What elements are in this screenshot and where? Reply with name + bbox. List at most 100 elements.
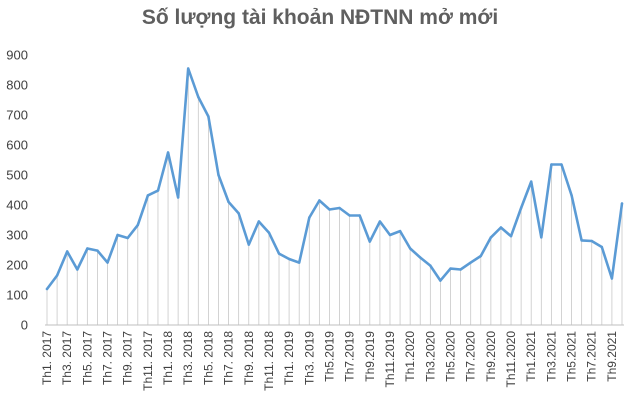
y-tick-label: 100 xyxy=(6,288,28,303)
data-point xyxy=(590,239,593,243)
data-point xyxy=(55,274,59,277)
x-tick-label: Th11.2019 xyxy=(383,331,397,388)
x-tick-label: Th9.2019 xyxy=(363,331,377,382)
data-point xyxy=(96,249,99,252)
x-tick-label: Th1. 2018 xyxy=(161,331,175,385)
data-point xyxy=(267,231,271,234)
x-tick-label: Th7. 2018 xyxy=(222,331,236,385)
data-point xyxy=(610,277,614,280)
data-point xyxy=(540,236,543,239)
data-point xyxy=(519,206,523,210)
x-tick-label: Th9.2021 xyxy=(605,331,619,382)
data-point xyxy=(146,194,150,197)
y-tick-label: 800 xyxy=(6,78,28,93)
data-point xyxy=(509,235,513,238)
data-point xyxy=(247,243,250,246)
x-tick-label: Th11. 2018 xyxy=(262,331,276,391)
y-tick-label: 200 xyxy=(6,258,28,273)
data-point xyxy=(368,240,372,243)
data-point xyxy=(530,180,533,183)
data-point xyxy=(166,151,170,154)
data-point xyxy=(398,229,402,233)
data-point xyxy=(257,220,261,223)
data-point xyxy=(126,236,129,240)
x-tick-label: Th5. 2017 xyxy=(80,331,94,385)
x-tick-label: Th3. 2018 xyxy=(181,331,195,385)
x-tick-label: Th5. 2018 xyxy=(201,331,215,385)
data-point xyxy=(570,194,573,197)
data-point xyxy=(469,261,472,264)
data-point xyxy=(388,233,392,237)
data-point xyxy=(187,67,190,70)
x-tick-label: Th5.2019 xyxy=(322,331,336,382)
y-tick-label: 0 xyxy=(21,318,28,333)
data-point xyxy=(489,236,493,239)
data-point xyxy=(600,245,604,249)
data-point xyxy=(297,261,301,264)
data-point xyxy=(328,208,331,211)
x-tick-label: Th7.2021 xyxy=(585,331,599,382)
data-point xyxy=(106,261,109,264)
data-point xyxy=(429,264,432,267)
data-point xyxy=(207,115,210,118)
y-tick-label: 700 xyxy=(6,108,28,123)
data-point xyxy=(580,239,583,242)
data-point xyxy=(378,220,382,223)
data-point xyxy=(348,214,351,217)
data-point xyxy=(479,254,482,258)
data-point xyxy=(287,257,291,261)
data-point xyxy=(136,223,139,227)
x-tick-label: Th1. 2017 xyxy=(40,331,54,385)
data-point xyxy=(499,226,503,229)
x-tick-label: Th9. 2018 xyxy=(242,331,256,385)
data-point xyxy=(76,268,79,271)
data-point xyxy=(227,200,230,204)
data-point xyxy=(86,247,89,250)
data-point xyxy=(318,199,321,202)
data-point xyxy=(459,268,462,271)
data-point xyxy=(65,250,69,253)
x-tick-label: Th7. 2017 xyxy=(101,331,115,385)
data-point xyxy=(439,279,442,282)
data-point xyxy=(408,247,412,250)
data-point xyxy=(338,206,341,210)
data-point xyxy=(176,196,180,199)
x-tick-label: Th11.2020 xyxy=(504,331,518,388)
x-tick-label: Th1.2021 xyxy=(524,331,538,382)
data-point xyxy=(217,173,220,177)
chart-title: Số lượng tài khoản NĐTNN mở mới xyxy=(141,6,499,29)
x-tick-label: Th9.2020 xyxy=(484,331,498,382)
data-point xyxy=(237,212,240,215)
x-tick-label: Th1. 2019 xyxy=(282,331,296,385)
data-point xyxy=(620,202,624,205)
x-tick-label: Th3. 2019 xyxy=(302,331,316,385)
x-tick-label: Th11. 2017 xyxy=(141,331,155,391)
x-tick-label: Th3.2020 xyxy=(423,331,437,382)
y-tick-label: 400 xyxy=(6,198,28,213)
data-point xyxy=(156,189,160,192)
data-point xyxy=(449,267,452,270)
data-point xyxy=(550,163,553,166)
data-point xyxy=(116,233,119,237)
data-point xyxy=(197,95,200,99)
x-tick-label: Th5.2021 xyxy=(565,331,579,382)
data-point xyxy=(358,214,361,217)
data-point xyxy=(560,163,563,166)
data-point xyxy=(45,287,49,291)
x-tick-label: Th5.2020 xyxy=(444,331,458,382)
y-tick-label: 300 xyxy=(6,228,28,243)
x-tick-label: Th9. 2017 xyxy=(121,331,135,385)
data-point xyxy=(419,256,422,259)
x-tick-label: Th7.2020 xyxy=(464,331,478,382)
series-line xyxy=(45,67,624,291)
x-tick-label: Th3. 2017 xyxy=(60,331,74,385)
x-tick-label: Th3.2021 xyxy=(544,331,558,382)
y-tick-label: 900 xyxy=(6,48,28,63)
data-point xyxy=(308,216,311,219)
y-tick-label: 600 xyxy=(6,138,28,153)
x-tick-label: Th1.2020 xyxy=(403,331,417,382)
data-point xyxy=(277,252,281,255)
y-tick-label: 500 xyxy=(6,168,28,183)
